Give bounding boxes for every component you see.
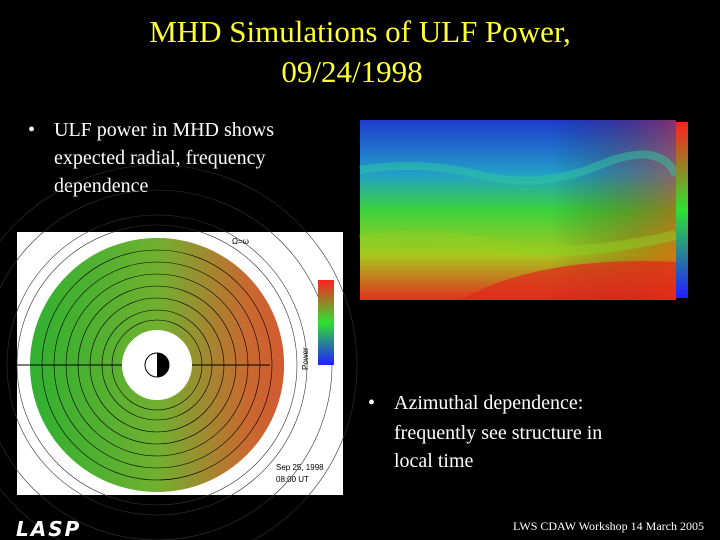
bullet-mark: • [28,119,35,141]
bullet-2: • Azimuthal dependence: frequently see s… [368,392,602,472]
plot-label: Power [301,347,310,370]
bullet-mark: • [368,392,375,414]
title-line: MHD Simulations of ULF Power, [149,14,571,49]
plot-label: Ω=ω [232,237,249,246]
bullet-line: expected radial, frequency [54,147,266,169]
bullet-1: • ULF power in MHD shows expected radial… [28,119,274,197]
title-line: 09/24/1998 [281,54,422,89]
plot-label: 08:00 UT [276,475,309,484]
bullet-line: ULF power in MHD shows [54,119,274,141]
plot-label: Sep 25, 1998 [276,463,324,472]
logo: LASP [16,517,81,540]
heatmap-image [359,120,688,300]
footer: LWS CDAW Workshop 14 March 2005 [513,519,704,533]
bullet-line: local time [394,450,474,472]
bullet-line: frequently see structure in [394,422,602,444]
polar-plot-image: Ω=ω Sep 25, 1998 08:00 UT Power [0,164,358,540]
bullet-line: dependence [54,175,149,197]
bullet-line: Azimuthal dependence: [394,392,583,414]
